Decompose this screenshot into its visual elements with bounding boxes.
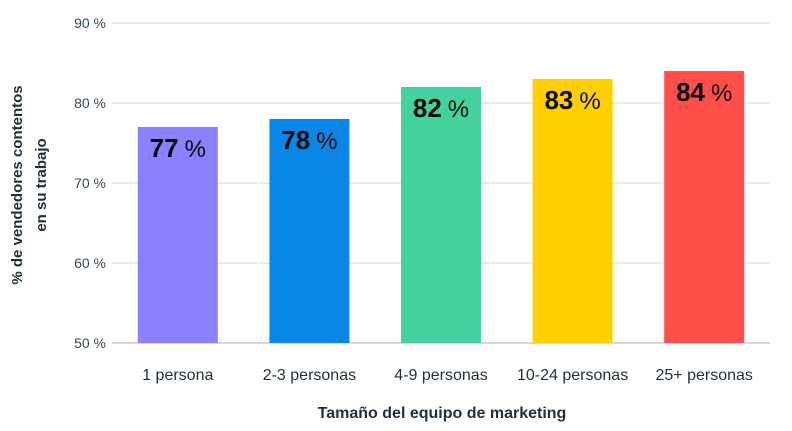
y-tick-label: 60 %: [74, 255, 106, 271]
bar-value-label: 78%: [281, 125, 337, 155]
bar-value-number: 77: [150, 133, 179, 163]
y-tick-label: 80 %: [74, 95, 106, 111]
bar-value-unit: %: [185, 136, 206, 163]
x-tick-label: 1 persona: [142, 367, 213, 384]
bar-value-number: 83: [544, 85, 573, 115]
bar: [269, 119, 350, 343]
bar-value-unit: %: [448, 96, 469, 123]
x-axis-title: Tamaño del equipo de marketing: [318, 405, 567, 422]
x-tick-label: 25+ personas: [655, 367, 752, 384]
y-tick-label: 90 %: [74, 15, 106, 31]
y-axis-ticks: 50 % 60 % 70 % 80 % 90 %: [74, 15, 106, 351]
y-axis-title-line-1: % de vendedores contentos: [9, 85, 26, 284]
x-tick-label: 10-24 personas: [517, 367, 628, 384]
bar-value-label: 82%: [413, 93, 469, 123]
bar-value-label: 84%: [676, 77, 732, 107]
bar-value-number: 78: [281, 125, 310, 155]
bar: [664, 71, 745, 343]
x-tick-label: 2-3 personas: [263, 367, 356, 384]
bar-value-number: 82: [413, 93, 442, 123]
bar-value-label: 83%: [544, 85, 600, 115]
y-tick-label: 70 %: [74, 175, 106, 191]
bar: [532, 79, 613, 343]
bar-value-unit: %: [711, 80, 732, 107]
bar: [137, 127, 218, 343]
x-tick-label: 4-9 personas: [394, 367, 487, 384]
x-axis-categories: 1 persona 2-3 personas 4-9 personas 10-24 p…: [142, 367, 753, 384]
bar-value-number: 84: [676, 77, 705, 107]
bar-value-unit: %: [579, 88, 600, 115]
y-axis-title: % de vendedores contentos en su trabajo: [9, 85, 50, 284]
y-tick-label: 50 %: [74, 335, 106, 351]
bar-value-label: 77%: [150, 133, 206, 163]
data-labels: 77% 78 %82% 83% 84%: [150, 77, 733, 163]
y-axis-title-line-2: en su trabajo: [33, 138, 50, 231]
bars: [137, 71, 745, 343]
bar-value-unit: %: [316, 128, 337, 155]
bar: [401, 87, 481, 343]
